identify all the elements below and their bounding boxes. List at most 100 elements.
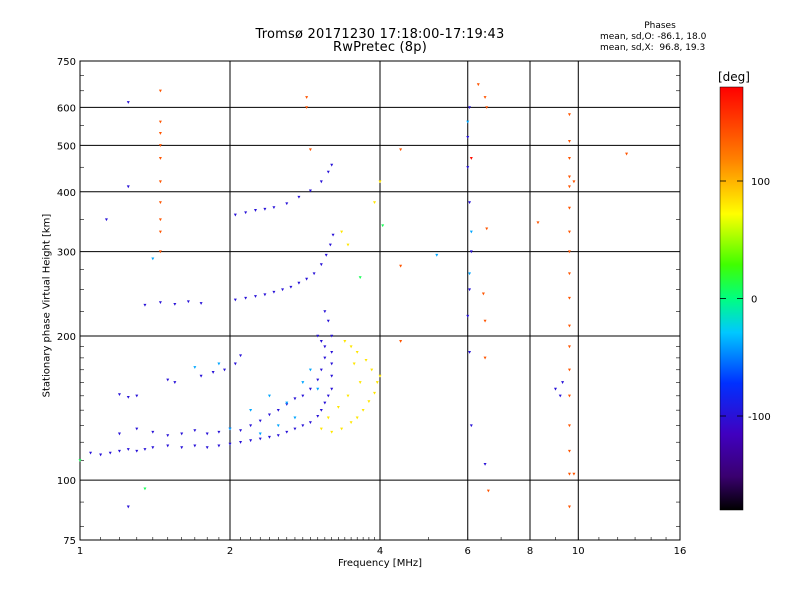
data-point bbox=[253, 295, 257, 298]
data-point bbox=[567, 230, 571, 234]
data-point bbox=[567, 324, 571, 328]
data-point bbox=[468, 106, 472, 110]
data-point bbox=[267, 435, 271, 439]
data-point bbox=[567, 345, 571, 349]
data-point bbox=[330, 374, 334, 378]
data-point bbox=[166, 378, 170, 382]
data-point bbox=[358, 381, 362, 384]
data-point bbox=[483, 356, 487, 360]
data-point bbox=[316, 378, 320, 382]
chart-subtitle: RwPretec (8p) bbox=[333, 40, 427, 55]
data-point bbox=[625, 152, 629, 156]
data-point bbox=[319, 263, 323, 267]
x-tick-label: 2 bbox=[227, 546, 233, 557]
colorbar-tick-label: 100 bbox=[751, 177, 770, 188]
data-point bbox=[485, 106, 489, 110]
x-tick-label: 10 bbox=[572, 546, 585, 557]
x-tick-label: 1 bbox=[77, 546, 83, 557]
data-point bbox=[143, 448, 147, 451]
data-point bbox=[158, 120, 162, 124]
axis-ticks: 1 2 4 6 8 10 16 75 100 200 300 400 500 600 750 bbox=[57, 57, 686, 557]
data-point bbox=[223, 368, 227, 372]
data-point bbox=[285, 430, 289, 434]
data-point bbox=[340, 427, 344, 431]
data-point bbox=[158, 180, 162, 184]
data-point bbox=[166, 434, 170, 438]
data-point bbox=[316, 414, 320, 418]
data-point bbox=[258, 437, 262, 441]
data-point bbox=[326, 319, 330, 323]
data-point bbox=[330, 387, 334, 391]
data-point bbox=[126, 395, 130, 399]
data-point bbox=[468, 201, 472, 205]
data-point bbox=[466, 166, 470, 169]
data-point bbox=[399, 340, 403, 343]
chart-title: Tromsø 20171230 17:18:00-17:19:43 bbox=[255, 27, 505, 42]
data-point bbox=[316, 334, 320, 338]
data-point bbox=[108, 451, 112, 455]
grid-lines bbox=[80, 61, 680, 540]
data-point bbox=[330, 334, 334, 338]
data-point bbox=[239, 429, 243, 433]
data-point bbox=[126, 448, 130, 451]
data-point bbox=[469, 157, 473, 160]
data-point bbox=[485, 227, 489, 231]
data-point bbox=[367, 400, 371, 404]
data-point bbox=[166, 444, 170, 448]
data-point bbox=[572, 180, 576, 184]
data-point bbox=[567, 449, 571, 453]
data-point bbox=[336, 406, 340, 409]
data-point bbox=[355, 416, 359, 420]
data-point bbox=[468, 288, 472, 292]
data-point bbox=[158, 132, 162, 135]
data-point bbox=[349, 421, 353, 424]
data-point bbox=[373, 201, 377, 205]
data-point bbox=[158, 201, 162, 205]
data-point bbox=[567, 113, 571, 117]
data-point bbox=[301, 394, 305, 398]
data-point bbox=[126, 185, 130, 189]
y-tick-label: 500 bbox=[57, 141, 76, 152]
data-point bbox=[469, 250, 473, 254]
data-point bbox=[297, 195, 301, 199]
data-point bbox=[258, 432, 262, 436]
y-tick-label: 300 bbox=[57, 248, 76, 259]
data-point bbox=[180, 446, 184, 450]
y-tick-label: 200 bbox=[57, 332, 76, 343]
data-point bbox=[319, 368, 323, 372]
data-point bbox=[476, 83, 480, 87]
data-point bbox=[205, 446, 209, 450]
data-point bbox=[244, 211, 248, 215]
data-point bbox=[316, 387, 320, 391]
data-point bbox=[330, 362, 334, 366]
data-point bbox=[483, 319, 487, 323]
data-point bbox=[323, 401, 327, 405]
data-point bbox=[289, 285, 293, 289]
data-point bbox=[328, 243, 332, 247]
data-point bbox=[375, 381, 379, 384]
data-point bbox=[331, 233, 335, 237]
data-point bbox=[99, 453, 103, 457]
data-point bbox=[293, 416, 297, 420]
x-tick-label: 8 bbox=[527, 546, 533, 557]
data-point bbox=[263, 293, 267, 297]
data-point bbox=[553, 387, 557, 391]
data-point bbox=[468, 350, 472, 354]
data-point bbox=[483, 462, 487, 466]
data-point bbox=[567, 394, 571, 398]
data-point bbox=[305, 106, 309, 110]
data-point bbox=[330, 430, 334, 434]
data-point bbox=[343, 340, 347, 343]
data-point bbox=[186, 300, 190, 304]
data-point bbox=[276, 408, 280, 412]
data-point bbox=[285, 403, 289, 406]
data-point bbox=[572, 472, 576, 476]
data-point bbox=[558, 394, 562, 398]
data-point bbox=[567, 296, 571, 300]
data-point bbox=[126, 505, 130, 509]
data-point bbox=[233, 213, 237, 217]
colorbar-tick-label: 0 bbox=[751, 295, 757, 306]
data-point bbox=[281, 288, 285, 292]
data-point bbox=[117, 393, 121, 397]
